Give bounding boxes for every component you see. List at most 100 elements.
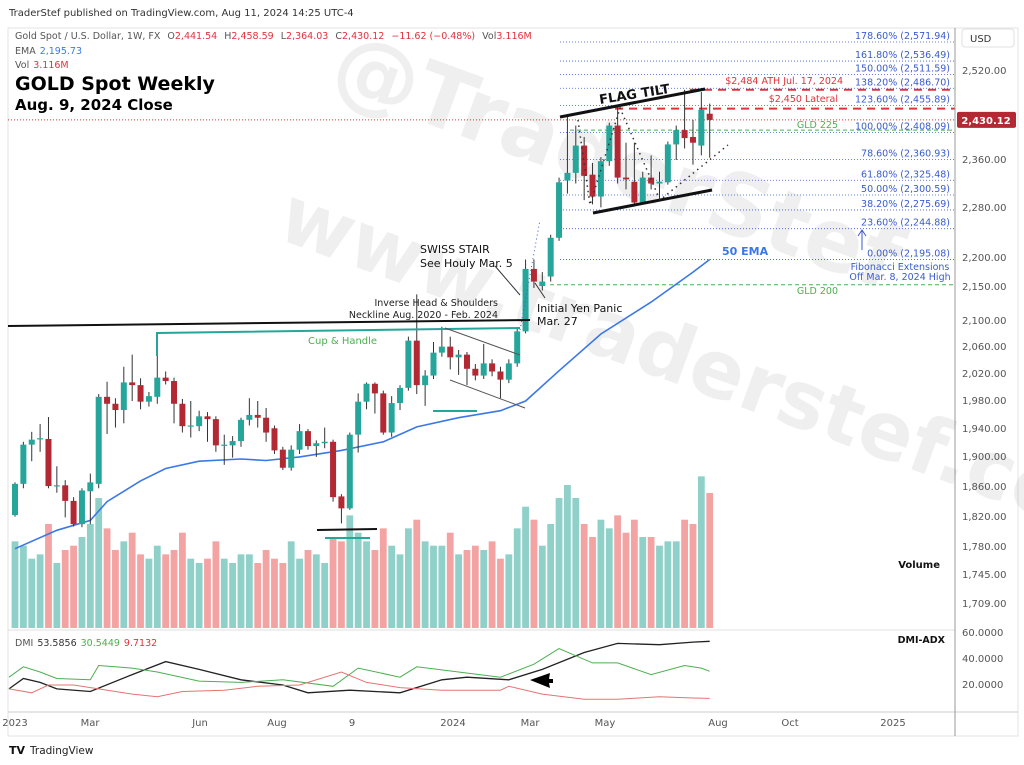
volume-bar xyxy=(53,563,61,628)
symbol-name: Gold Spot / U.S. Dollar, 1W, FX xyxy=(15,31,161,42)
candle-body xyxy=(422,375,429,386)
volume-bar xyxy=(128,532,136,628)
candle-body xyxy=(623,177,630,180)
publisher-line: TraderStef published on TradingView.com,… xyxy=(8,8,354,19)
candle-body xyxy=(371,383,378,394)
volume-bar xyxy=(672,541,680,628)
yen-arrow xyxy=(534,282,546,299)
price-tick: 1,900.00 xyxy=(962,452,1007,463)
candle xyxy=(129,354,136,401)
candle xyxy=(581,136,588,201)
volume-bar xyxy=(396,554,404,628)
price-tick: 1,820.00 xyxy=(962,512,1007,523)
volume-bar xyxy=(95,498,103,628)
cup-handle-line xyxy=(156,327,521,356)
candle-body xyxy=(212,419,219,446)
dmi-legend: DMI 53.5856 30.5449 9.7132 DMI-ADX xyxy=(15,635,946,649)
candle-body xyxy=(606,125,613,162)
candle-body xyxy=(505,363,512,380)
fib-label: 150.00% (2,511.59) xyxy=(855,64,950,75)
candle-body xyxy=(397,387,404,404)
candle xyxy=(489,359,496,377)
candle-body xyxy=(463,354,470,369)
price-tick: 1,860.00 xyxy=(962,482,1007,493)
swiss-arrow xyxy=(494,265,521,296)
price-tick: 2,360.00 xyxy=(962,155,1007,166)
price-tick: 2,020.00 xyxy=(962,369,1007,380)
price-tick: 1,780.00 xyxy=(962,542,1007,553)
fib-label: 50.00% (2,300.59) xyxy=(861,184,950,195)
svg-text:40.0000: 40.0000 xyxy=(962,654,1003,665)
minus-di-line xyxy=(8,671,710,700)
volume-bar xyxy=(187,558,195,628)
candle xyxy=(631,142,638,205)
volume-bar xyxy=(371,550,379,628)
candle-body xyxy=(321,441,328,444)
candle xyxy=(37,424,44,452)
vol-legend: Vol 3.116M xyxy=(15,60,69,71)
candle xyxy=(656,171,663,200)
candle-body xyxy=(648,177,655,184)
svg-text:60.0000: 60.0000 xyxy=(962,628,1003,639)
volume-bar xyxy=(664,541,672,628)
time-tick: 2024 xyxy=(440,718,465,729)
swiss-stair-label: SWISS STAIR xyxy=(420,243,490,256)
candle xyxy=(246,398,253,426)
candle-body xyxy=(681,130,688,139)
volume-label: Volume xyxy=(898,560,940,571)
candle xyxy=(104,381,111,434)
candle-body xyxy=(330,441,337,498)
time-tick: 2023 xyxy=(2,718,27,729)
candle-body xyxy=(430,352,437,376)
volume-bar xyxy=(455,554,463,628)
candle-body xyxy=(37,438,44,440)
candle-body xyxy=(556,182,563,238)
candle-body xyxy=(698,109,705,146)
volume-bar xyxy=(204,558,211,628)
candle-body xyxy=(45,438,52,487)
volume-bar xyxy=(195,563,203,628)
volume-bar xyxy=(304,550,312,628)
candle xyxy=(681,89,688,149)
candle xyxy=(95,394,102,489)
volume-bar xyxy=(580,524,588,628)
candle-body xyxy=(112,403,119,411)
candle xyxy=(112,398,119,428)
key-levels xyxy=(8,88,955,286)
volume-bar xyxy=(639,537,647,628)
candle-body xyxy=(355,401,362,435)
volume-bar xyxy=(11,541,19,628)
volume-bar xyxy=(622,532,630,628)
candle-body xyxy=(363,383,370,402)
candle-body xyxy=(664,144,671,183)
candle xyxy=(505,359,512,384)
candle xyxy=(212,416,219,452)
price-tick: 1,709.00 xyxy=(962,599,1007,610)
candle-body xyxy=(388,403,395,433)
candle xyxy=(53,466,60,493)
gld225-label: GLD 225 xyxy=(797,120,838,131)
volume-bar xyxy=(312,554,320,628)
volume-bar xyxy=(271,558,278,628)
volume-bar xyxy=(45,524,52,628)
flag-bottom-line xyxy=(592,188,713,215)
candle-body xyxy=(313,443,320,447)
volume-bar xyxy=(522,506,529,628)
ihs-label: Inverse Head & Shoulders xyxy=(374,298,498,309)
time-axis[interactable]: 2023 Mar Jun Aug 9 2024 Mar May Aug Oct 2025 xyxy=(2,718,905,729)
fib-label: 38.20% (2,275.69) xyxy=(861,199,950,210)
price-axis[interactable]: 2,520.00 2,360.00 2,280.00 2,200.00 2,150.00… xyxy=(962,66,1007,610)
candle-body xyxy=(304,431,311,447)
last-price-value: 2,430.12 xyxy=(961,116,1010,127)
time-tick: Mar xyxy=(521,718,541,729)
volume-bar xyxy=(614,515,622,628)
volume-bar xyxy=(681,519,688,628)
price-tick: 2,060.00 xyxy=(962,342,1007,353)
candle xyxy=(380,390,387,435)
change-value: −11.62 (−0.48%) xyxy=(391,31,475,42)
candle-body xyxy=(120,382,127,411)
candle xyxy=(447,336,454,370)
candle-body xyxy=(480,363,487,376)
currency-button[interactable] xyxy=(961,28,1015,48)
